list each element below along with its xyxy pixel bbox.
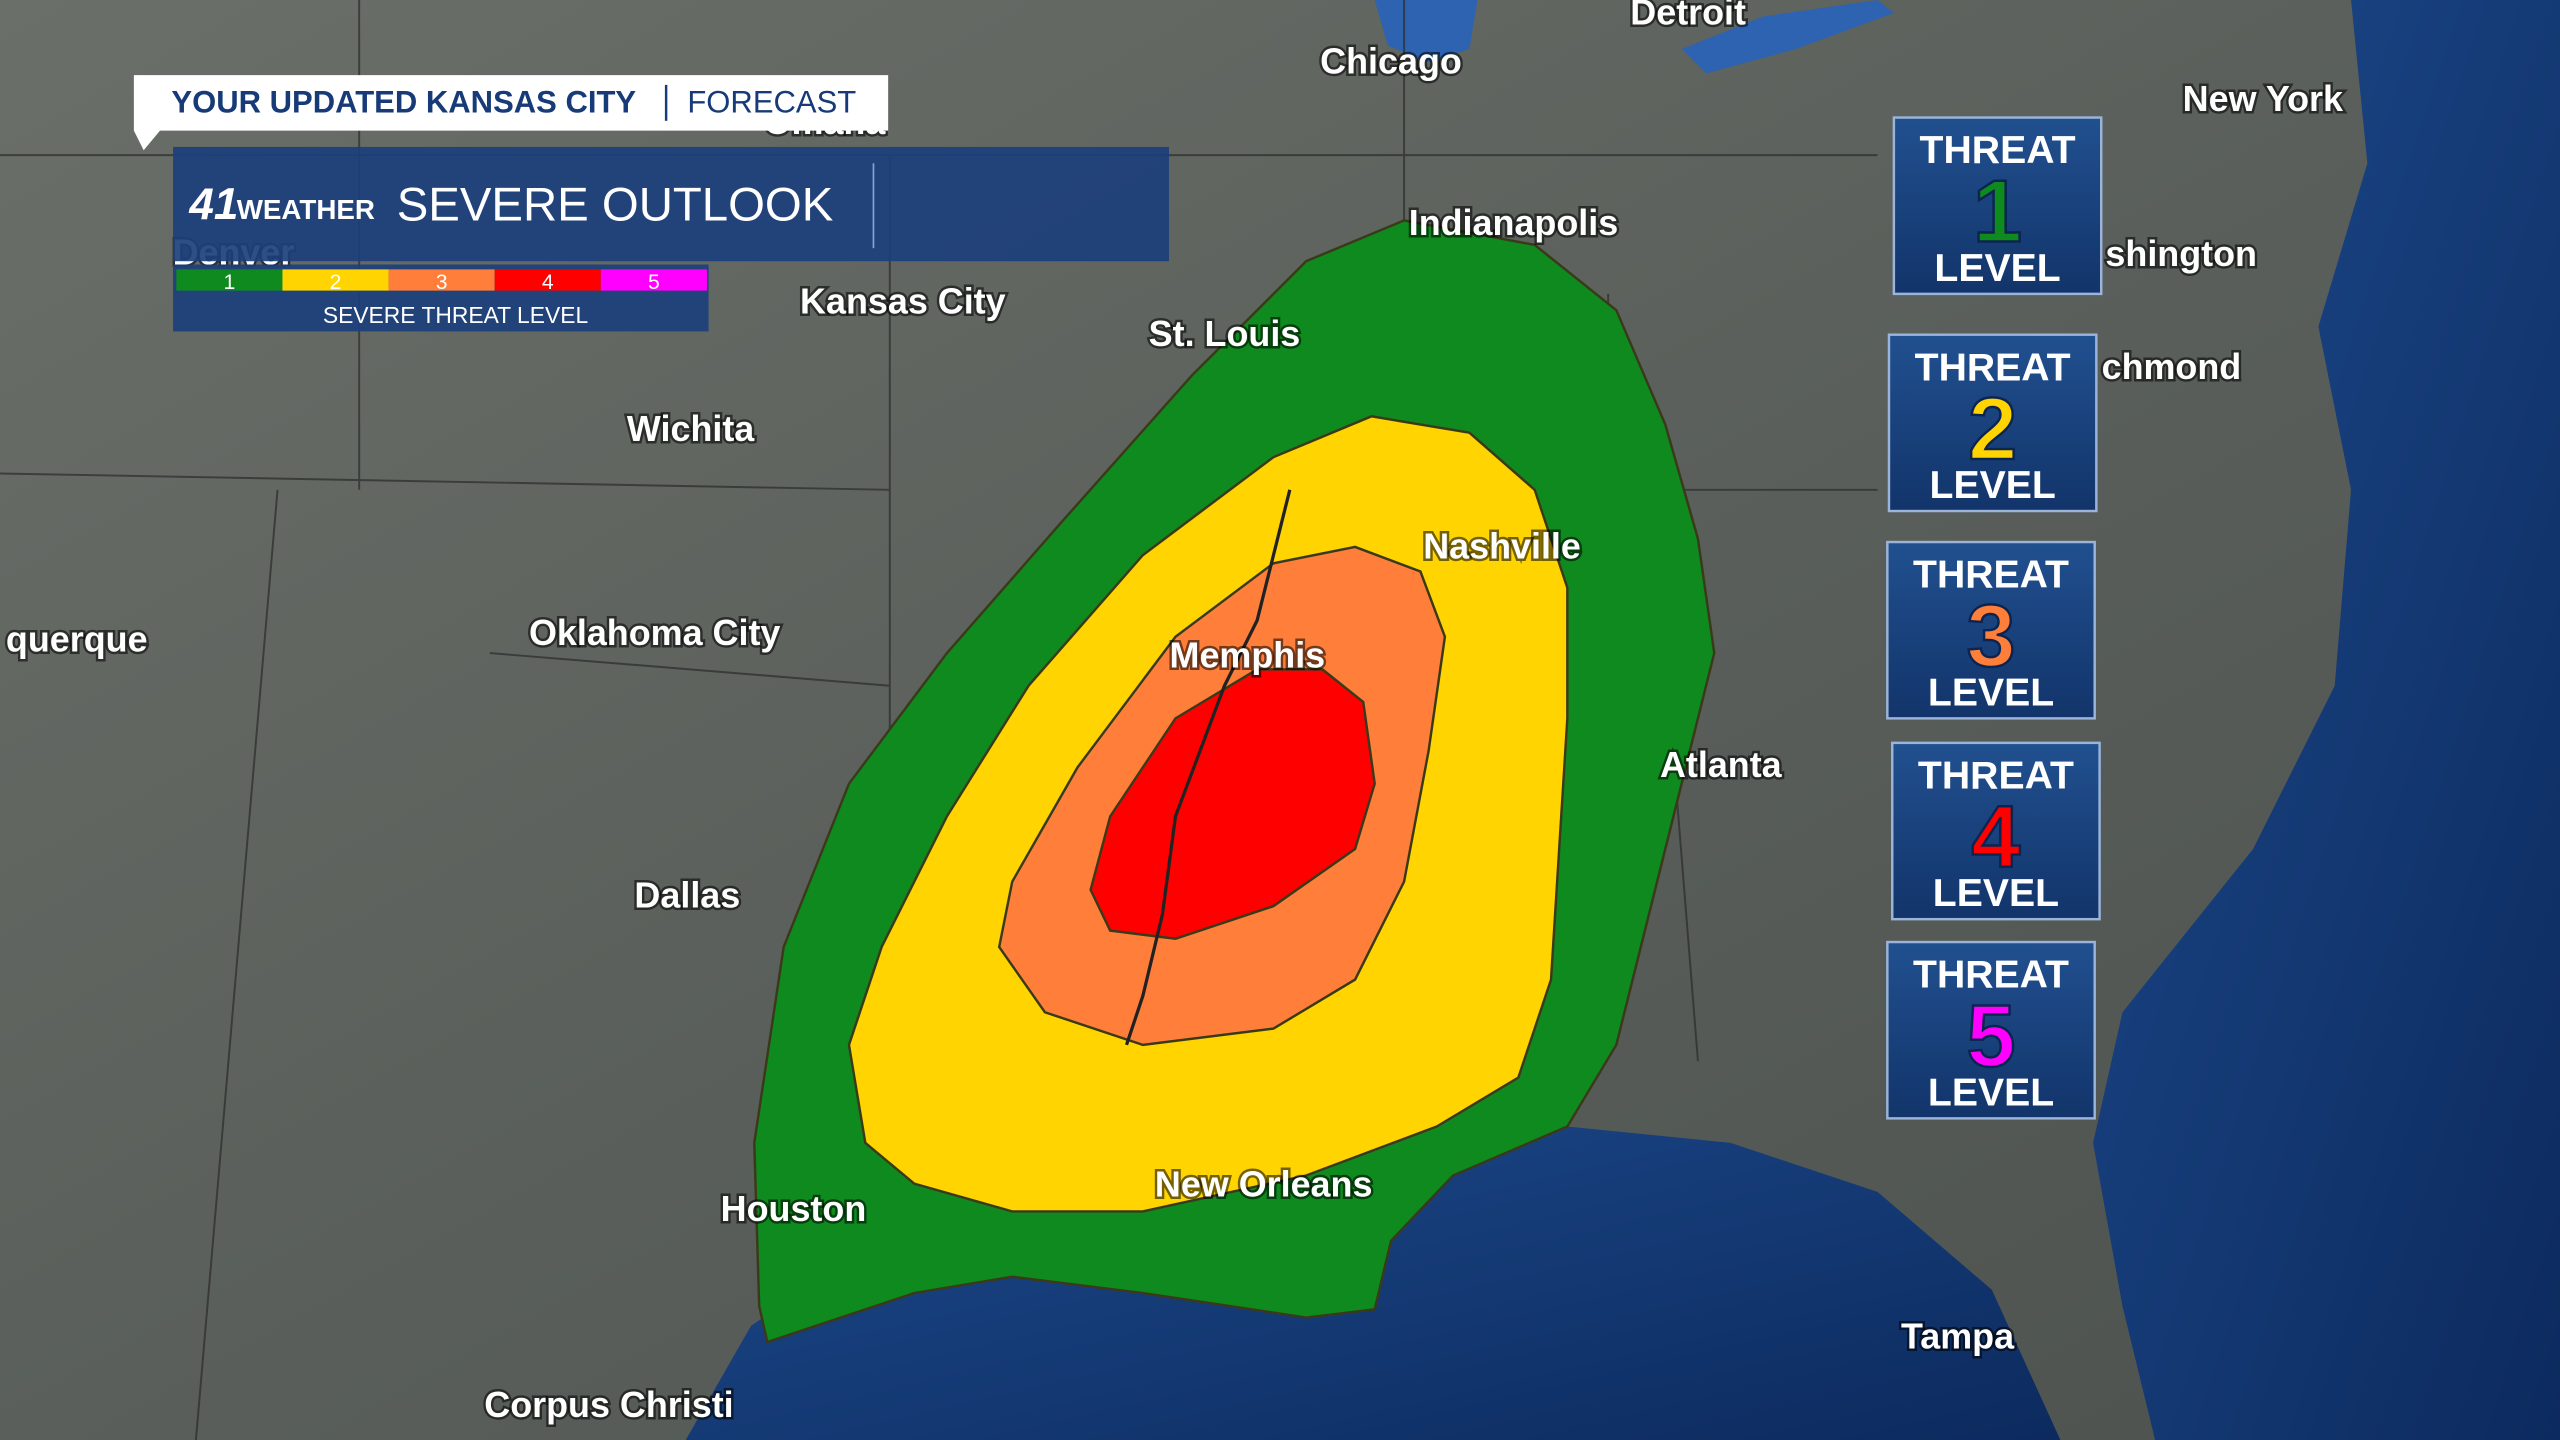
card-background (1886, 940, 2096, 1120)
panel-background (173, 146, 1169, 262)
scale-caption: SEVERE THREAT LEVEL (323, 302, 588, 328)
scale-segment (494, 269, 601, 291)
city-label: Tampa (1901, 1316, 2015, 1357)
threat-area-level-4 (1089, 668, 1376, 941)
logo-number: 41 (188, 180, 238, 229)
logo-word: WEATHER (237, 194, 375, 225)
scale-segment (176, 269, 283, 291)
card-bottom: LEVEL (1928, 671, 2054, 714)
city-label: Detroit (1630, 0, 1746, 32)
city-label: St. Louis (1149, 313, 1301, 354)
threat-areas (753, 219, 1716, 1344)
city-label: New Orleans (1155, 1164, 1373, 1205)
card-level: 3 (1967, 586, 2016, 685)
city-label: Memphis (1170, 635, 1326, 676)
scale-number: 4 (542, 271, 554, 294)
card-level: 4 (1971, 787, 2020, 886)
city-label: Indianapolis (1409, 202, 1618, 243)
banner-section: FORECAST (687, 85, 856, 120)
city-label: Chicago (1320, 40, 1462, 81)
card-top: THREAT (1913, 554, 2069, 597)
city-label: Corpus Christi (484, 1384, 733, 1425)
city-label: Oklahoma City (529, 612, 780, 653)
scale-number: 1 (223, 271, 235, 294)
scale-segment (600, 269, 707, 291)
scale-number: 2 (330, 271, 342, 294)
card-background (1892, 116, 2103, 296)
card-level: 2 (1968, 379, 2017, 478)
city-label: shington (2105, 233, 2257, 274)
mississippi-river (1124, 489, 1292, 1046)
outlook-panel: 41 WEATHER SEVERE OUTLOOK (173, 146, 1169, 262)
card-top: THREAT (1915, 346, 2071, 389)
outlook-title: SEVERE OUTLOOK (397, 178, 834, 231)
card-top: THREAT (1913, 954, 2069, 997)
banner-title: YOUR UPDATED KANSAS CITY (171, 85, 636, 120)
card-bottom: LEVEL (1934, 247, 2060, 290)
scale-segment (388, 269, 495, 291)
city-label: Wichita (627, 408, 755, 449)
lake-michigan (1374, 0, 1478, 63)
city-label: New York (2183, 78, 2343, 119)
city-label: chmond (2102, 346, 2242, 387)
banner-background (133, 75, 889, 151)
card-bottom: LEVEL (1928, 1071, 2054, 1114)
threat-scale: SEVERE THREAT LEVEL 1 2 3 4 5 (173, 264, 709, 332)
city-label: Dallas (634, 875, 740, 916)
city-label: querque (6, 618, 148, 659)
city-label: Houston (721, 1188, 867, 1229)
city-label: Atlanta (1660, 744, 1783, 785)
scale-segment (282, 269, 389, 291)
card-bottom: LEVEL (1933, 872, 2059, 915)
card-bottom: LEVEL (1930, 464, 2056, 507)
card-background (1886, 540, 2096, 720)
lake-erie (1681, 0, 1894, 74)
card-background (1887, 333, 2098, 513)
card-level: 5 (1967, 986, 2016, 1085)
scale-number: 3 (436, 271, 448, 294)
atlantic-ocean (2093, 0, 2560, 1440)
forecast-banner: YOUR UPDATED KANSAS CITY FORECAST (133, 75, 889, 151)
city-label: Nashville (1423, 525, 1581, 566)
card-top: THREAT (1920, 129, 2076, 172)
city-label: Kansas City (800, 280, 1006, 321)
threat-cards: THREAT1LEVELTHREAT2LEVELTHREAT3LEVELTHRE… (1886, 116, 2103, 1120)
card-level: 1 (1973, 162, 2022, 261)
card-top: THREAT (1918, 755, 2074, 798)
scale-number: 5 (648, 271, 660, 294)
card-background (1891, 741, 2101, 921)
